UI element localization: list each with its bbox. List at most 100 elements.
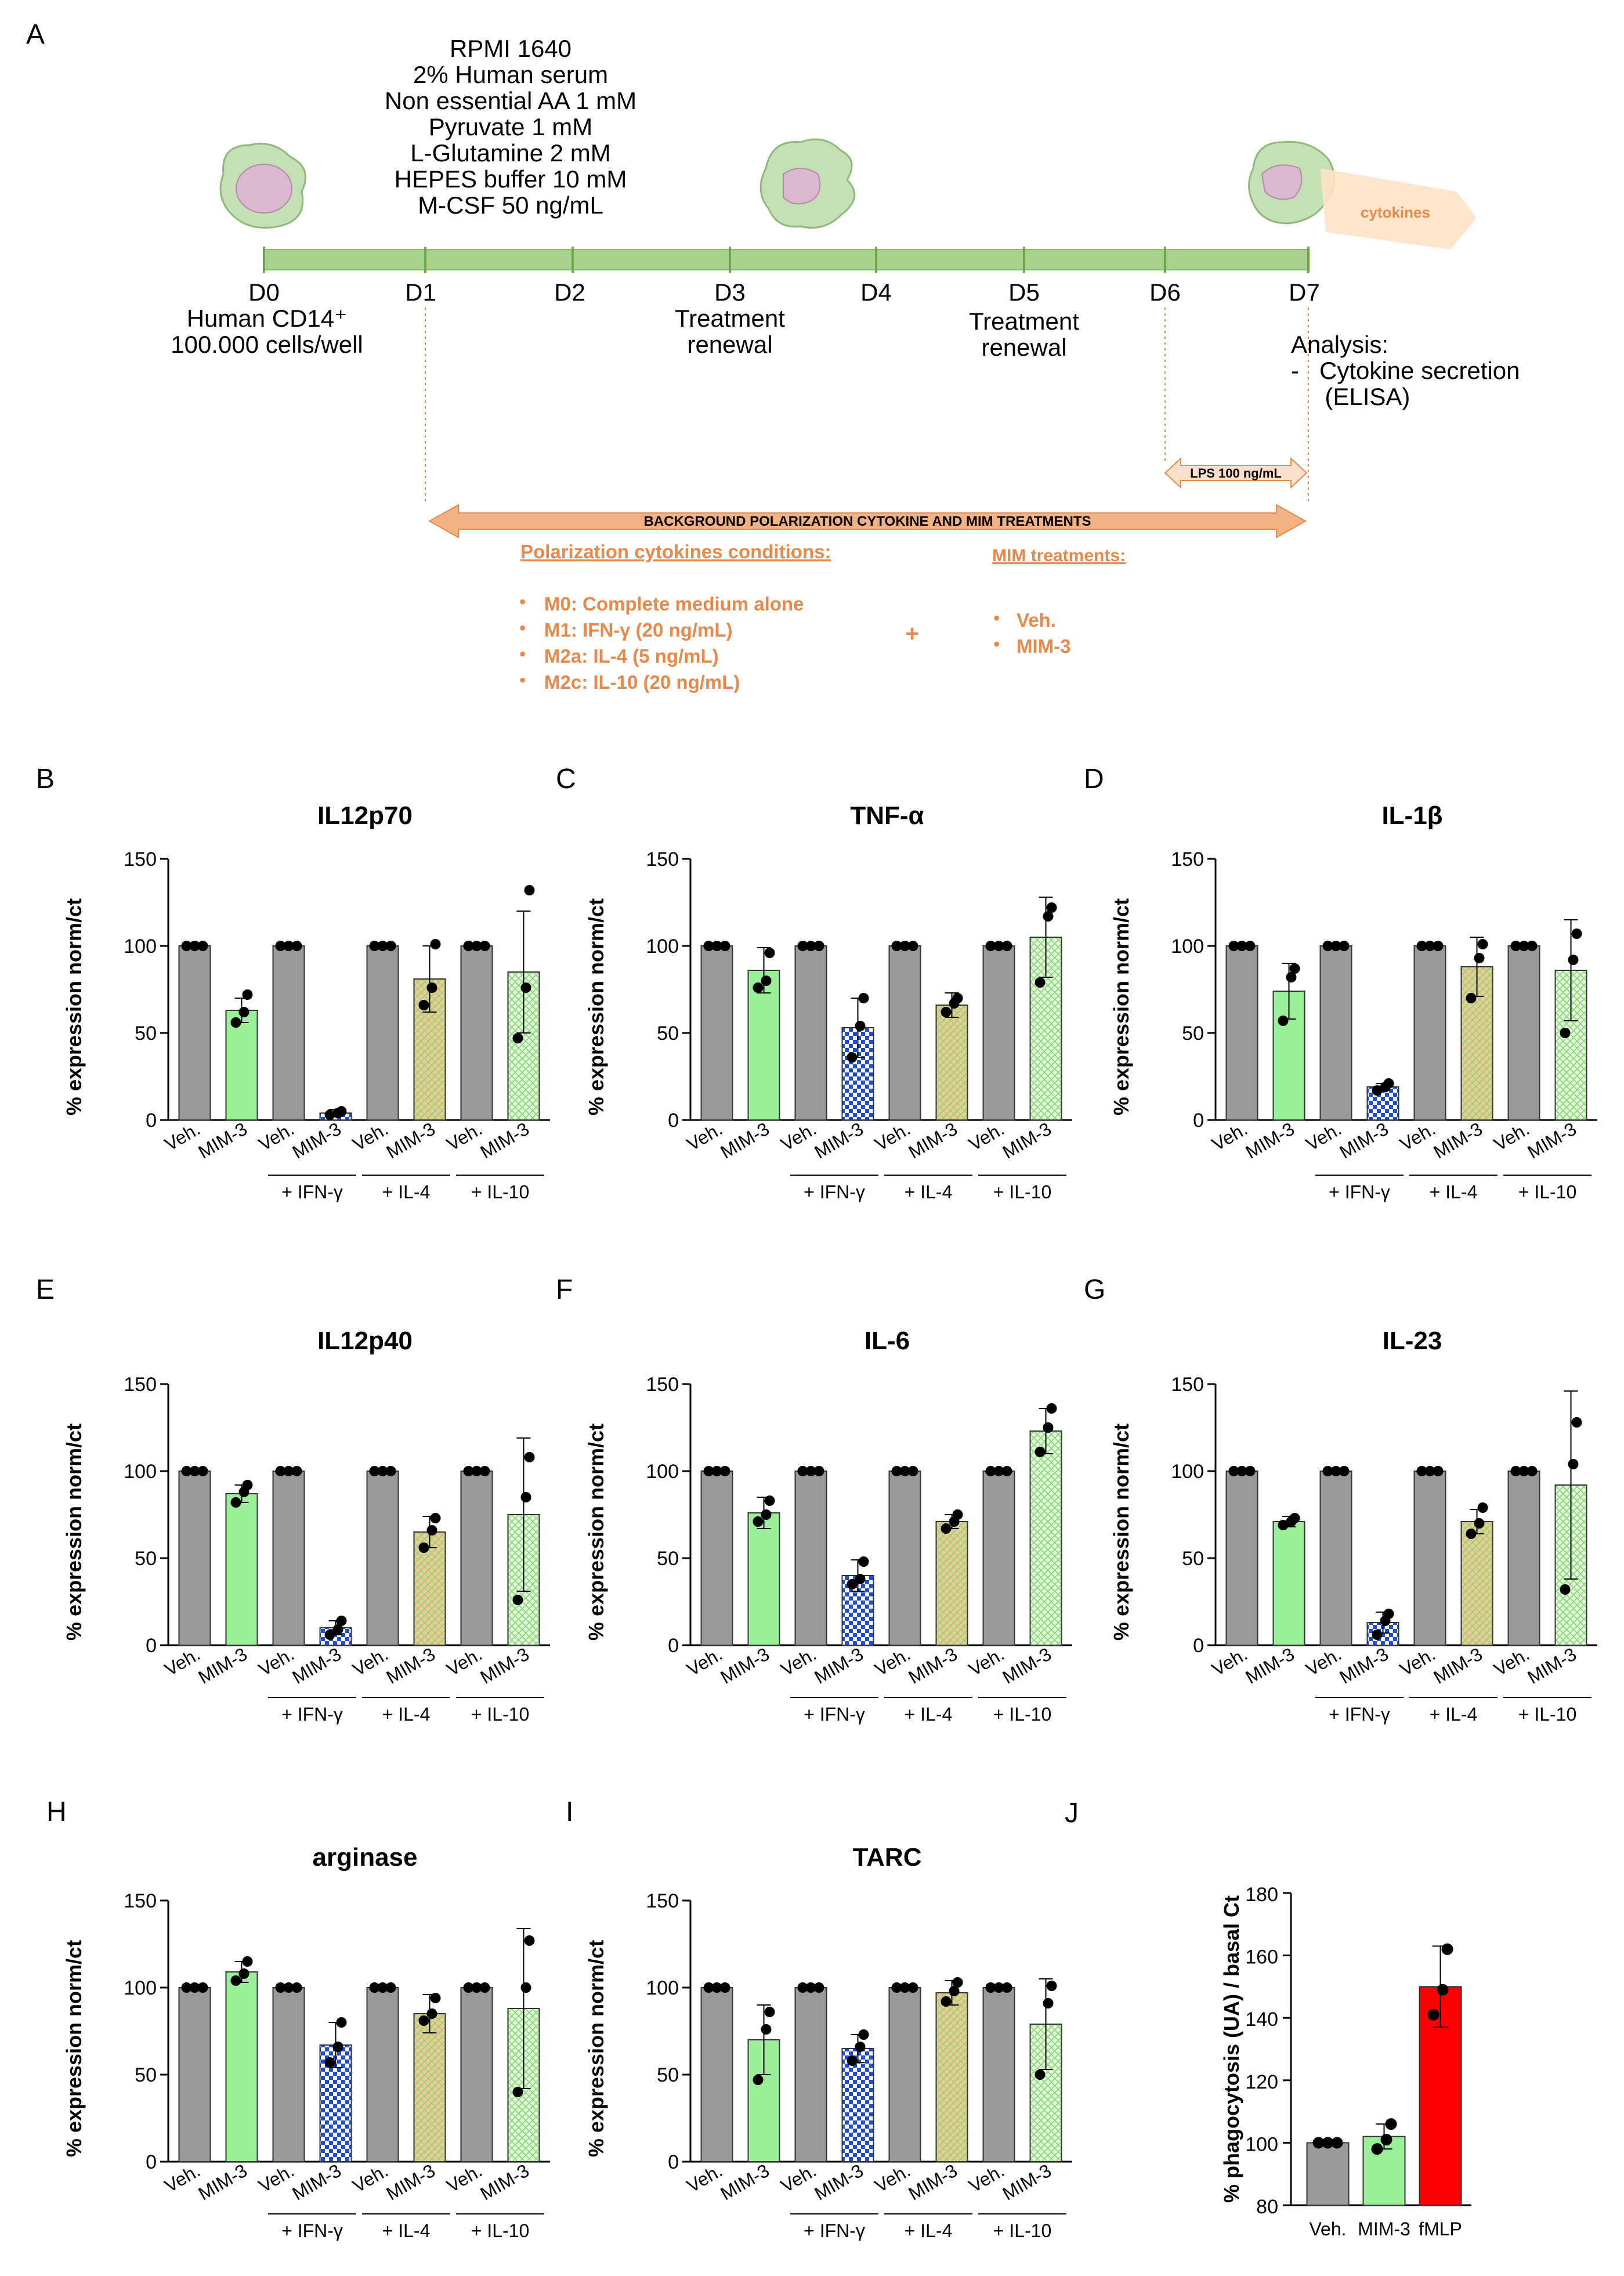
bar xyxy=(272,1987,305,2162)
x-tick-label: MIM-3 xyxy=(999,1118,1055,1163)
x-tick-label: MIM-3 xyxy=(1524,1118,1580,1163)
bar xyxy=(366,1471,399,1646)
bar xyxy=(794,945,827,1121)
data-point xyxy=(230,1497,241,1508)
chart-title: arginase xyxy=(313,1843,418,1872)
data-point xyxy=(1424,941,1435,951)
data-point xyxy=(369,941,380,951)
data-point xyxy=(764,948,775,958)
chart-title: IL-1β xyxy=(1381,801,1442,830)
bar xyxy=(178,1987,211,2162)
data-point xyxy=(797,941,808,951)
day-label: D7 xyxy=(1289,279,1320,306)
x-tick-label: MIM-3 xyxy=(717,2160,773,2205)
y-tick-label: 100 xyxy=(646,1977,679,1999)
x-tick-label: MIM-3 xyxy=(811,2160,867,2205)
data-point xyxy=(711,941,722,951)
y-tick-label: 50 xyxy=(657,2064,679,2086)
data-point xyxy=(1228,941,1239,951)
data-point xyxy=(1286,972,1297,982)
d5-note: renewal xyxy=(981,334,1066,361)
x-tick-label: MIM-3 xyxy=(811,1643,867,1688)
x-tick-label: Veh. xyxy=(1309,2219,1346,2239)
data-point xyxy=(1518,1466,1529,1476)
data-point xyxy=(805,1466,816,1476)
data-point xyxy=(430,1993,441,2003)
data-point xyxy=(847,1579,858,1589)
bar xyxy=(178,945,211,1121)
y-axis-label: % expression norm/ct xyxy=(584,1940,608,2157)
data-point xyxy=(189,941,200,951)
data-point xyxy=(993,1466,1004,1476)
data-point xyxy=(385,1982,396,1993)
panel-label-f: F xyxy=(556,1274,573,1305)
data-point xyxy=(275,1466,286,1476)
panel-label-e: E xyxy=(36,1274,55,1305)
data-point xyxy=(275,941,286,951)
data-point xyxy=(907,941,918,951)
data-point xyxy=(985,1466,996,1476)
data-point xyxy=(1278,1016,1289,1026)
bar xyxy=(1413,1471,1446,1646)
data-point xyxy=(703,1466,714,1476)
data-point xyxy=(1278,1520,1289,1530)
bar xyxy=(272,1471,305,1646)
macrophage-cell-icon xyxy=(759,138,856,229)
bar xyxy=(794,1987,827,2162)
data-point xyxy=(1236,1466,1247,1476)
data-point xyxy=(753,2075,764,2085)
data-point xyxy=(426,982,437,993)
data-point xyxy=(1001,1982,1012,1993)
y-tick-label: 0 xyxy=(1193,1635,1204,1657)
y-tick-label: 100 xyxy=(124,1977,157,1999)
data-point xyxy=(418,2015,429,2026)
data-point xyxy=(993,941,1004,951)
data-point xyxy=(512,1595,523,1605)
data-point xyxy=(1527,1466,1538,1476)
data-point xyxy=(952,1977,963,1988)
x-tick-label: MIM-3 xyxy=(1524,1643,1580,1688)
data-point xyxy=(899,941,910,951)
bar xyxy=(700,1987,733,2162)
group-label: + IFN-γ xyxy=(1329,1704,1390,1725)
data-point xyxy=(1433,1466,1444,1476)
group-label: + IL-4 xyxy=(1430,1182,1478,1202)
medium-line: RPMI 1640 xyxy=(450,35,572,62)
data-point xyxy=(813,941,824,951)
mim-list: • Veh. • MIM-3 xyxy=(993,608,1071,657)
medium-line: 2% Human serum xyxy=(413,61,608,88)
data-point xyxy=(1416,941,1427,951)
y-tick-label: 80 xyxy=(1256,2196,1278,2218)
bar xyxy=(982,945,1015,1121)
data-point xyxy=(1372,1085,1383,1096)
y-tick-label: 100 xyxy=(646,935,679,958)
day-label: D4 xyxy=(860,279,892,306)
data-point xyxy=(189,1982,200,1993)
data-point xyxy=(291,1982,302,1993)
group-label: + IL-10 xyxy=(1518,1182,1577,1202)
bar xyxy=(888,945,921,1121)
data-point xyxy=(524,1452,535,1462)
bar xyxy=(413,2013,446,2162)
group-label: + IFN-γ xyxy=(281,1182,343,1202)
data-point xyxy=(520,1492,531,1502)
data-point xyxy=(1568,955,1579,965)
data-point xyxy=(197,1466,208,1476)
chart-title: TNF-α xyxy=(850,801,924,830)
data-point xyxy=(1043,911,1054,922)
x-tick-label: MIM-3 xyxy=(476,1643,533,1688)
data-point xyxy=(761,2024,772,2035)
data-point xyxy=(230,1017,241,1028)
bar xyxy=(794,1471,827,1646)
data-point xyxy=(899,1982,910,1993)
group-label: + IFN-γ xyxy=(281,2220,343,2241)
data-point xyxy=(1035,977,1046,988)
data-point xyxy=(1322,2137,1334,2149)
treatment-arrow xyxy=(428,504,1307,539)
data-point xyxy=(1510,1466,1521,1476)
data-point xyxy=(891,1982,902,1993)
y-tick-label: 100 xyxy=(646,1461,679,1483)
x-tick-label: MIM-3 xyxy=(1336,1643,1392,1688)
data-point xyxy=(1046,1403,1057,1414)
svg-text:•: • xyxy=(993,634,1000,655)
